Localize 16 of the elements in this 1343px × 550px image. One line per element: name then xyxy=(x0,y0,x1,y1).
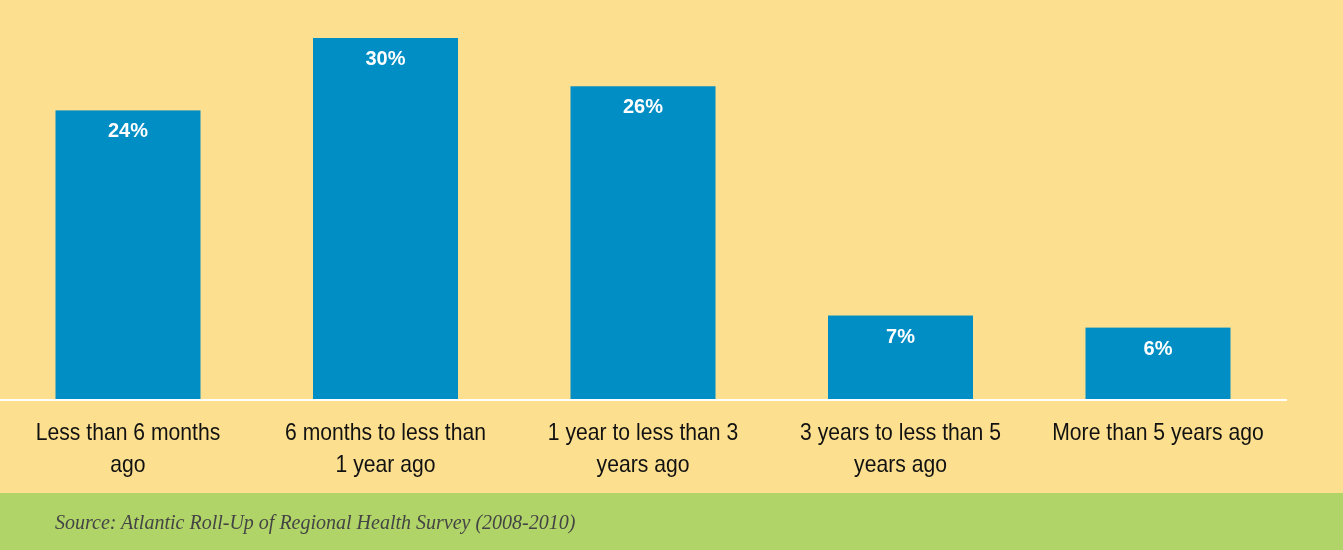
bar xyxy=(570,86,716,400)
x-tick-label: 1 year to less than 3 years ago xyxy=(547,419,739,478)
x-tick-label: More than 5 years ago xyxy=(1052,419,1264,446)
bar xyxy=(313,38,458,400)
data-label: 7% xyxy=(886,324,916,347)
x-tick-label: 3 years to less than 5 years ago xyxy=(800,419,1001,478)
bar xyxy=(1085,327,1231,400)
data-label: 26% xyxy=(622,95,664,118)
source-note: Source: Atlantic Roll-Up of Regional Health Survey (2008-2010) xyxy=(55,511,576,534)
bar xyxy=(828,315,973,400)
data-label: 24% xyxy=(107,119,149,142)
data-label: 30% xyxy=(365,47,406,69)
data-label: 6% xyxy=(1143,336,1173,359)
x-tick-label: Less than 6 months ago xyxy=(35,419,221,478)
x-tick-label: 6 months to less than 1 year ago xyxy=(285,419,486,478)
bar xyxy=(55,110,201,400)
